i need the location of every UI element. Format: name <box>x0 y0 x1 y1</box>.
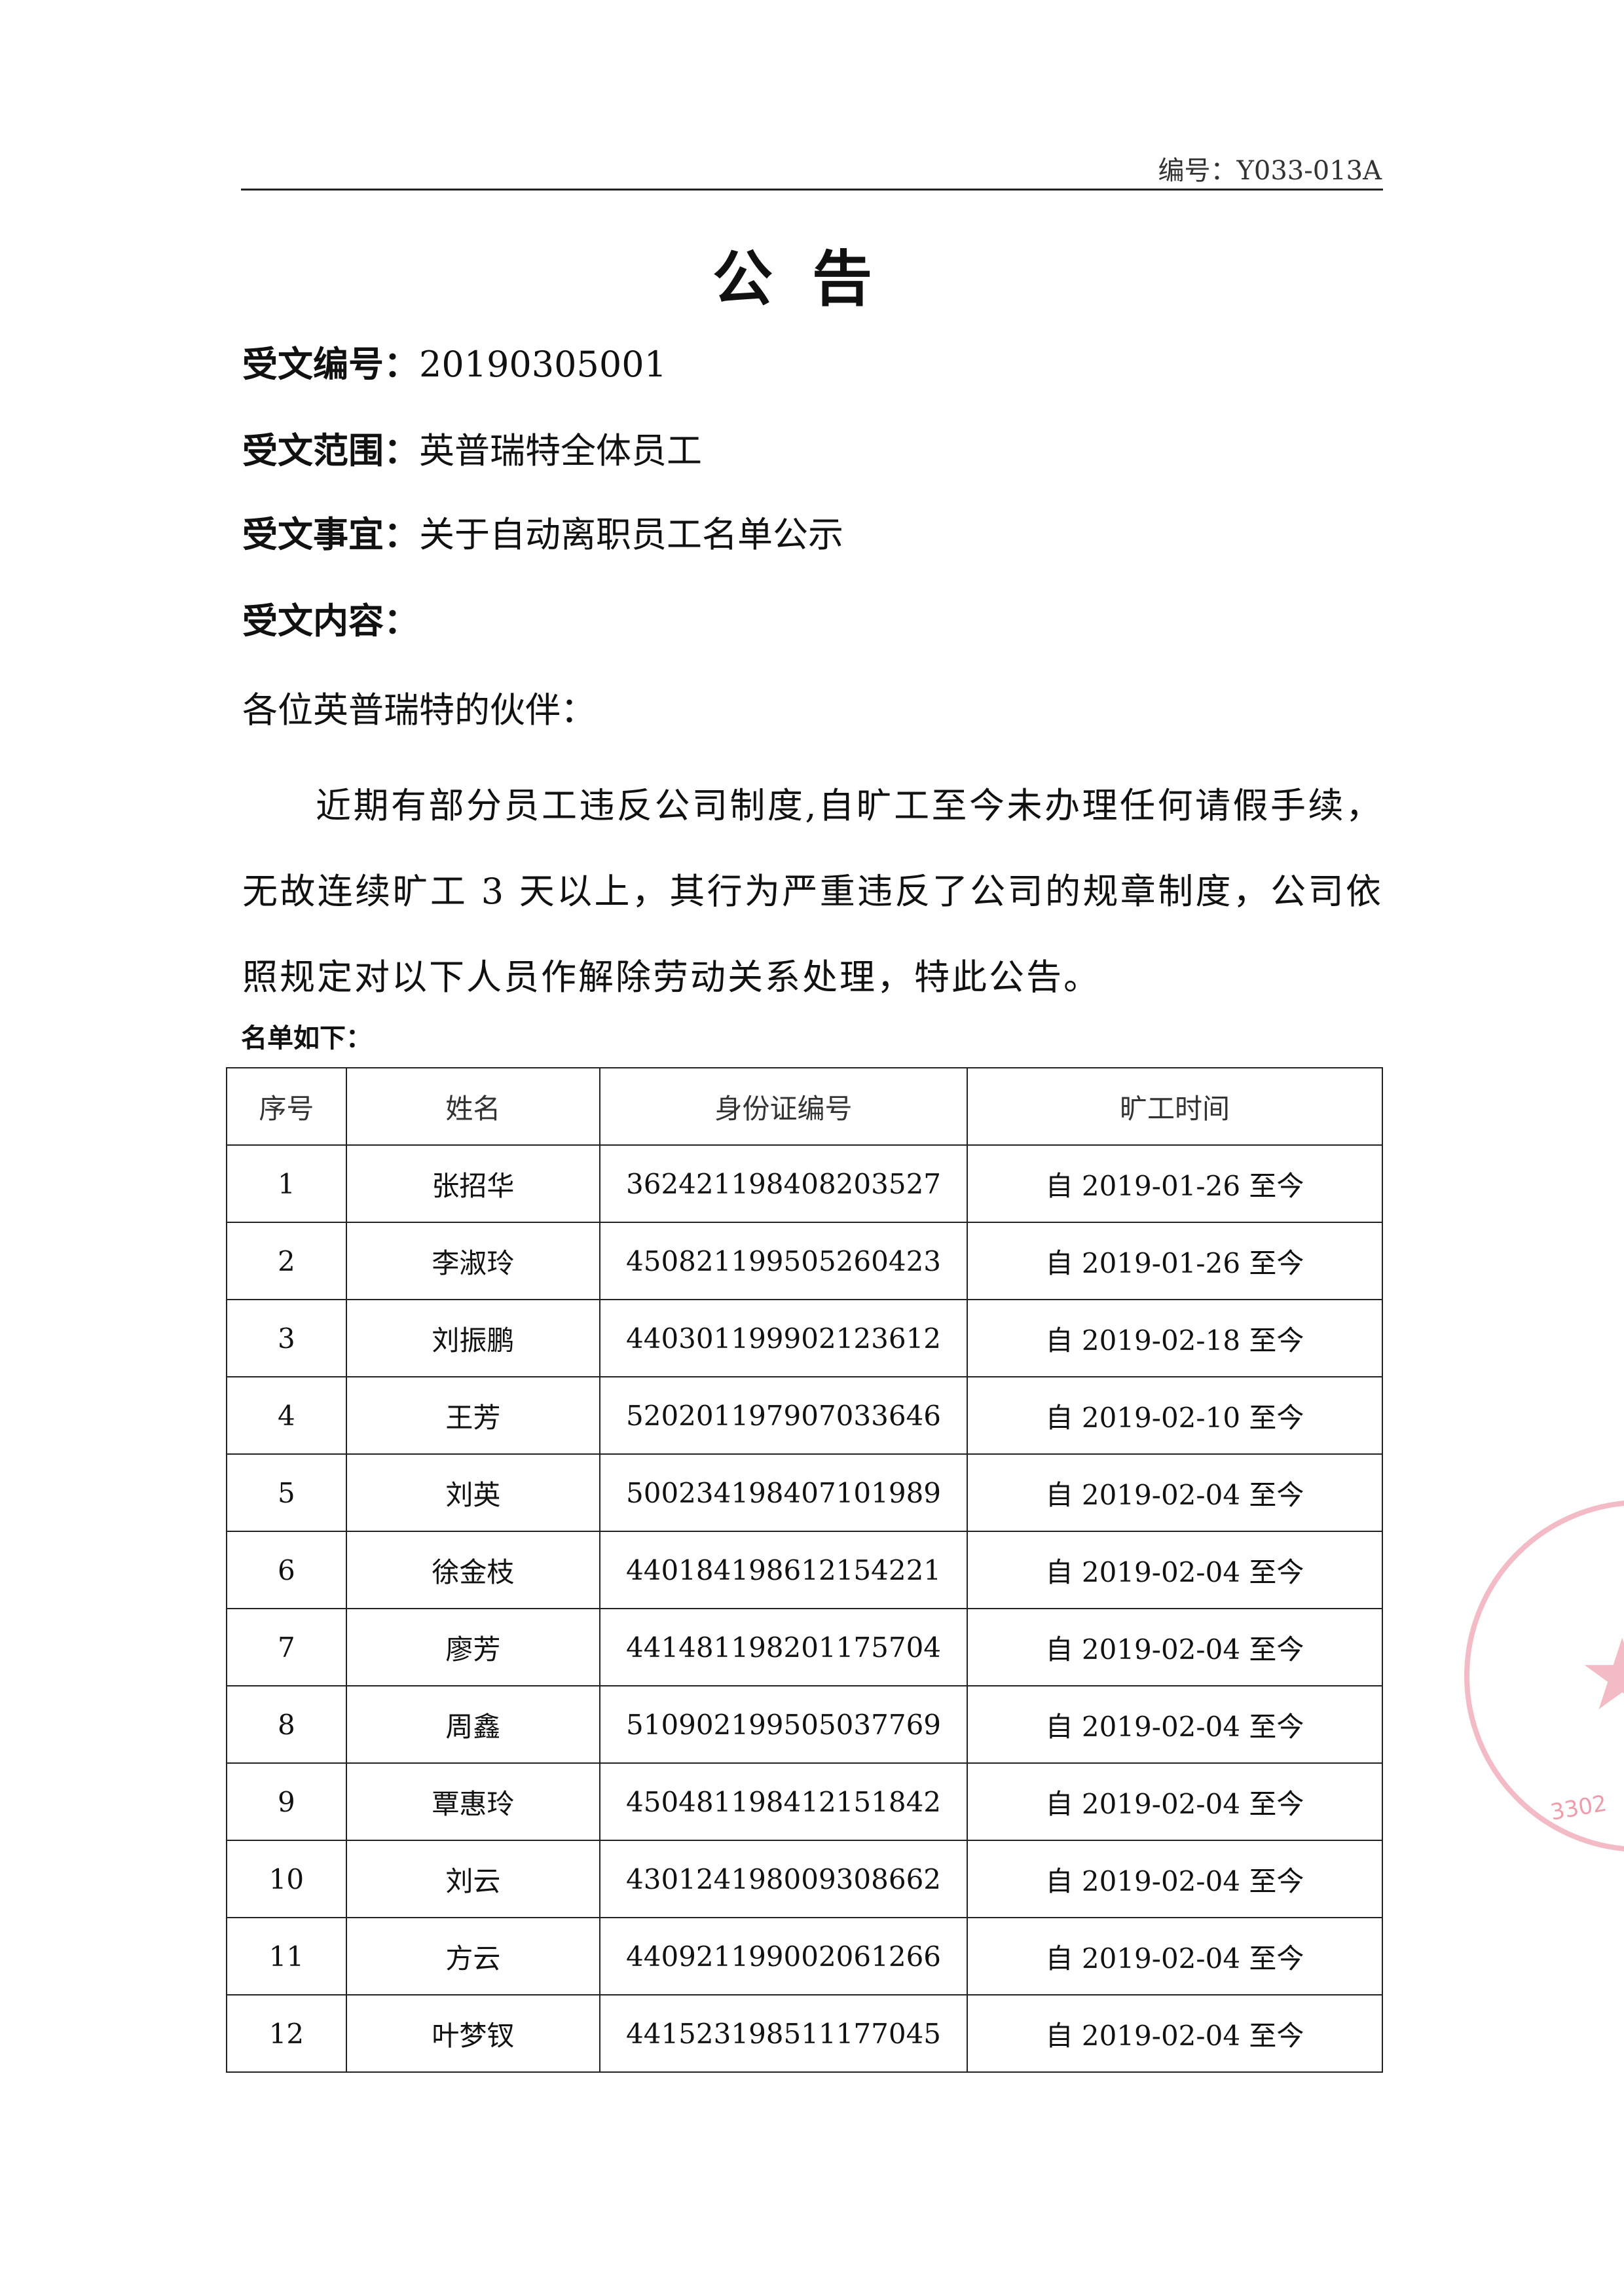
cell-id: 441523198511177045 <box>599 1994 968 2073</box>
header-index: 序号 <box>226 1067 347 1146</box>
cell-name: 廖芳 <box>345 1608 601 1686</box>
cell-index: 9 <box>226 1762 347 1841</box>
table-row: 5 刘英 500234198407101989 自 2019-02-04 至今 <box>226 1453 1384 1532</box>
cell-index: 2 <box>226 1222 347 1300</box>
cell-absence: 自 2019-02-04 至今 <box>966 1917 1384 1995</box>
list-label: 名单如下： <box>241 1023 372 1053</box>
absentee-table: 序号 姓名 身份证编号 旷工时间 1 张招华 362421198408203527 自… <box>226 1067 1384 2073</box>
cell-index: 4 <box>226 1376 347 1455</box>
cell-name: 周鑫 <box>345 1685 601 1764</box>
cell-id: 440921199002061266 <box>599 1917 968 1995</box>
cell-index: 6 <box>226 1531 347 1609</box>
cell-absence: 自 2019-02-10 至今 <box>966 1376 1384 1455</box>
cell-absence: 自 2019-02-04 至今 <box>966 1762 1384 1841</box>
page-title: 公告 <box>712 244 912 314</box>
cell-name: 方云 <box>345 1917 601 1995</box>
cell-absence: 自 2019-02-04 至今 <box>966 1608 1384 1686</box>
field-label: 受文内容： <box>242 600 419 642</box>
field-doc-id: 受文编号：20190305001 <box>242 335 667 387</box>
cell-index: 11 <box>226 1917 347 1995</box>
cell-id: 510902199505037769 <box>599 1685 968 1764</box>
cell-name: 刘振鹏 <box>345 1299 601 1377</box>
table-row: 10 刘云 430124198009308662 自 2019-02-04 至今 <box>226 1840 1384 1918</box>
cell-index: 10 <box>226 1840 347 1918</box>
table-row: 3 刘振鹏 440301199902123612 自 2019-02-18 至今 <box>226 1299 1384 1377</box>
cell-index: 1 <box>226 1144 347 1223</box>
table-row: 2 李淑玲 450821199505260423 自 2019-01-26 至今 <box>226 1222 1384 1300</box>
cell-id: 430124198009308662 <box>599 1840 968 1918</box>
field-subject: 受文事宜：关于自动离职员工名单公示 <box>242 505 843 557</box>
cell-name: 王芳 <box>345 1376 601 1455</box>
cell-name: 刘云 <box>345 1840 601 1918</box>
field-value: 关于自动离职员工名单公示 <box>419 514 843 555</box>
cell-id: 500234198407101989 <box>599 1453 968 1532</box>
field-content: 受文内容： <box>242 592 419 644</box>
cell-absence: 自 2019-02-04 至今 <box>966 1531 1384 1609</box>
cell-absence: 自 2019-02-04 至今 <box>966 1840 1384 1918</box>
field-value: 英普瑞特全体员工 <box>419 430 702 471</box>
cell-absence: 自 2019-02-18 至今 <box>966 1299 1384 1377</box>
cell-id: 441481198201175704 <box>599 1608 968 1686</box>
company-seal: ★ 3302 <box>1464 1501 1624 1851</box>
header-id: 身份证编号 <box>599 1067 968 1146</box>
table-row: 11 方云 440921199002061266 自 2019-02-04 至今 <box>226 1917 1384 1995</box>
cell-id: 450821199505260423 <box>599 1222 968 1300</box>
cell-id: 440184198612154221 <box>599 1531 968 1609</box>
table-row: 9 覃惠玲 450481198412151842 自 2019-02-04 至今 <box>226 1762 1384 1841</box>
cell-name: 徐金枝 <box>345 1531 601 1609</box>
header-absence: 旷工时间 <box>966 1067 1384 1146</box>
cell-name: 张招华 <box>345 1144 601 1223</box>
cell-absence: 自 2019-02-04 至今 <box>966 1685 1384 1764</box>
field-scope: 受文范围：英普瑞特全体员工 <box>242 422 702 473</box>
cell-index: 8 <box>226 1685 347 1764</box>
cell-name: 刘英 <box>345 1453 601 1532</box>
cell-index: 3 <box>226 1299 347 1377</box>
header-rule <box>241 189 1383 191</box>
cell-index: 12 <box>226 1994 347 2073</box>
field-label: 受文事宜： <box>242 514 419 555</box>
cell-absence: 自 2019-01-26 至今 <box>966 1222 1384 1300</box>
greeting: 各位英普瑞特的伙伴： <box>242 689 596 731</box>
table-row: 4 王芳 520201197907033646 自 2019-02-10 至今 <box>226 1376 1384 1455</box>
table-row: 6 徐金枝 440184198612154221 自 2019-02-04 至今 <box>226 1531 1384 1609</box>
cell-name: 覃惠玲 <box>345 1762 601 1841</box>
table-row: 12 叶梦钗 441523198511177045 自 2019-02-04 至今 <box>226 1994 1384 2073</box>
cell-name: 叶梦钗 <box>345 1994 601 2073</box>
seal-number: 3302 <box>1549 1790 1609 1825</box>
cell-absence: 自 2019-02-04 至今 <box>966 1994 1384 2073</box>
cell-index: 5 <box>226 1453 347 1532</box>
cell-id: 520201197907033646 <box>599 1376 968 1455</box>
document-number: 编号：Y033-013A <box>1158 156 1382 186</box>
cell-absence: 自 2019-01-26 至今 <box>966 1144 1384 1223</box>
table-row: 7 廖芳 441481198201175704 自 2019-02-04 至今 <box>226 1608 1384 1686</box>
cell-name: 李淑玲 <box>345 1222 601 1300</box>
header-name: 姓名 <box>345 1067 601 1146</box>
field-label: 受文编号： <box>242 344 419 385</box>
table-row: 8 周鑫 510902199505037769 自 2019-02-04 至今 <box>226 1685 1384 1764</box>
seal-ring <box>1464 1501 1624 1851</box>
cell-absence: 自 2019-02-04 至今 <box>966 1453 1384 1532</box>
cell-id: 440301199902123612 <box>599 1299 968 1377</box>
cell-id: 450481198412151842 <box>599 1762 968 1841</box>
field-label: 受文范围： <box>242 430 419 471</box>
cell-id: 362421198408203527 <box>599 1144 968 1223</box>
seal-star-icon: ★ <box>1578 1618 1624 1732</box>
table-header-row: 序号 姓名 身份证编号 旷工时间 <box>226 1067 1384 1146</box>
table-row: 1 张招华 362421198408203527 自 2019-01-26 至今 <box>226 1144 1384 1223</box>
cell-index: 7 <box>226 1608 347 1686</box>
body-paragraph: 近期有部分员工违反公司制度,自旷工至今未办理任何请假手续，无故连续旷工 3 天以… <box>242 785 1383 998</box>
field-value: 20190305001 <box>419 344 667 385</box>
